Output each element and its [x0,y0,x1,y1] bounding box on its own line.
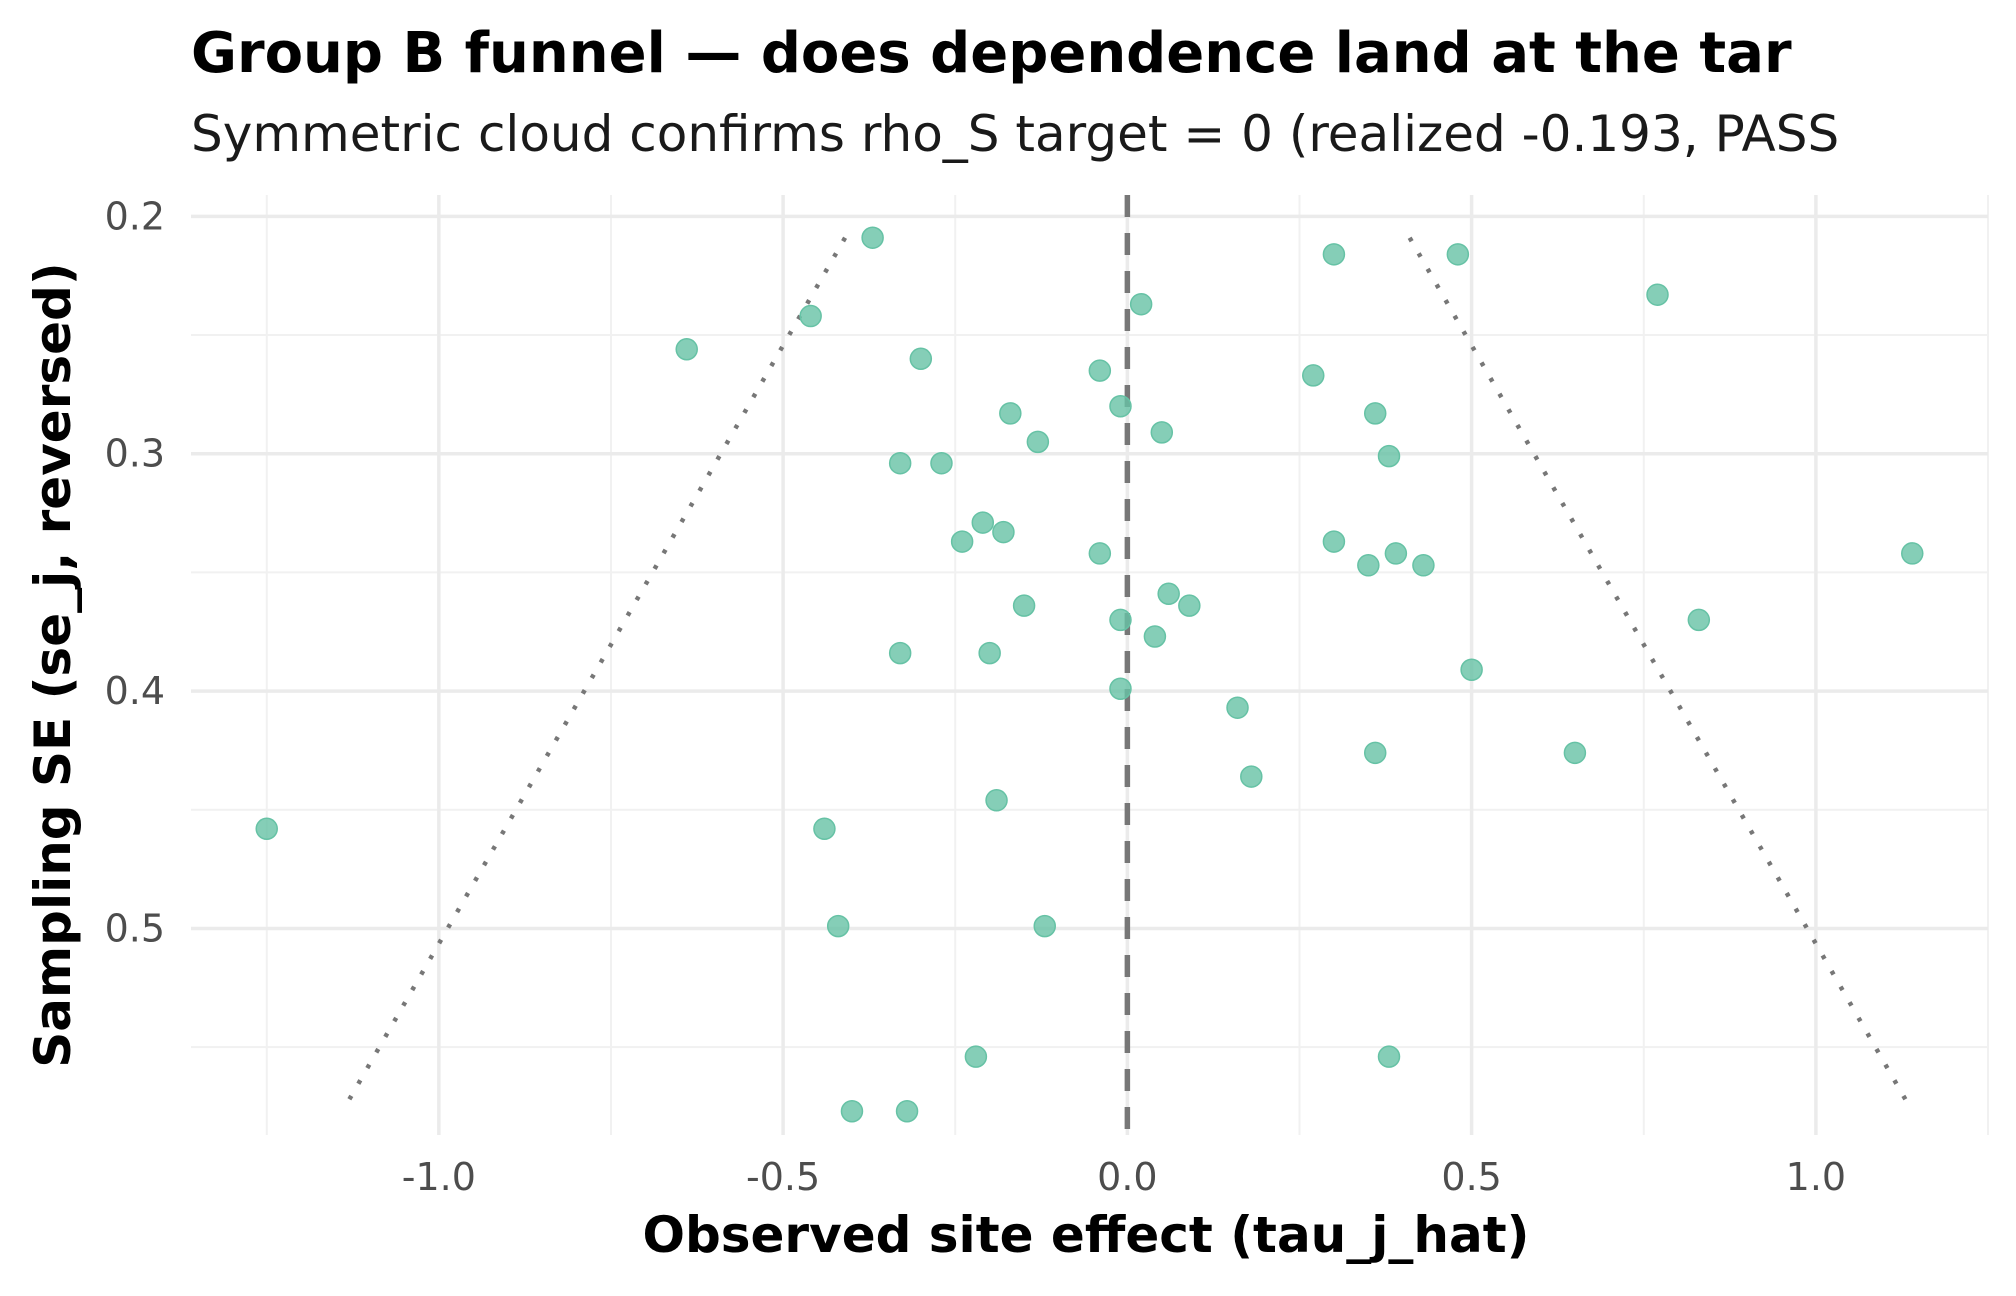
data-point [1302,364,1325,387]
data-point [1150,421,1174,444]
data-point [1109,677,1132,700]
data-point [1088,359,1112,382]
data-point [1178,594,1201,617]
data-point [675,338,698,361]
data-point [930,451,953,475]
data-point [1033,914,1056,938]
y-tick-label: 0.4 [105,669,165,713]
data-point [1357,554,1380,577]
data-point [1384,542,1408,565]
data-point [999,402,1022,425]
x-axis-ticks: -1.0 -0.5 0.0 0.5 1.0 [402,1155,1846,1199]
data-point [840,1100,864,1123]
data-point [1363,741,1387,765]
y-tick-label: 0.5 [105,906,165,950]
data-point [1412,554,1435,577]
x-axis-title: Observed site effect (tau_j_hat) [642,1206,1529,1264]
data-point [1322,530,1346,553]
data-point [255,817,278,841]
data-point [1460,658,1483,681]
data-point [1687,608,1711,632]
data-point [1322,243,1346,266]
y-tick-label: 0.3 [105,432,165,476]
y-tick-label: 0.2 [105,194,165,238]
data-point [1026,430,1050,454]
data-point [992,520,1015,544]
x-tick-label: -0.5 [746,1155,820,1199]
data-point [1129,292,1153,316]
data-point [1646,283,1669,306]
data-point [1563,741,1587,765]
data-point [888,451,912,475]
chart-subtitle: Symmetric cloud confirms rho_S target = … [191,105,1840,163]
data-point [1226,696,1249,719]
data-point [895,1100,919,1123]
data-point [1240,765,1263,788]
data-points [255,226,1924,1123]
x-tick-label: 0.5 [1441,1155,1501,1199]
data-point [1377,1045,1401,1068]
x-tick-label: -1.0 [402,1155,476,1199]
x-tick-label: 0.0 [1097,1155,1157,1199]
data-point [813,817,836,841]
funnel-bound-right [1407,236,1915,1113]
data-point [1088,542,1112,565]
data-point [1012,594,1036,617]
data-point [888,641,912,665]
data-point [1446,243,1470,266]
funnel-bound-left [340,236,848,1113]
data-point [964,1045,988,1068]
data-point [1143,625,1167,648]
data-point [1363,402,1387,425]
data-point [978,641,1001,665]
y-axis-title: Sampling SE (se_j, reversed) [24,262,82,1067]
data-point [1377,444,1401,468]
x-tick-label: 1.0 [1786,1155,1846,1199]
data-point [799,304,822,328]
data-point [861,226,884,249]
data-point [1901,542,1924,565]
chart-title: Group B funnel — does dependence land at… [191,21,1792,86]
minor-grid [191,195,1989,1135]
data-point [1109,608,1132,632]
data-point [909,347,933,371]
data-point [971,511,995,534]
data-point [985,789,1008,812]
y-axis-ticks: 0.2 0.3 0.4 0.5 [105,194,165,950]
data-point [950,530,974,553]
data-point [1109,395,1132,418]
data-point [826,914,850,938]
data-point [1157,582,1180,606]
